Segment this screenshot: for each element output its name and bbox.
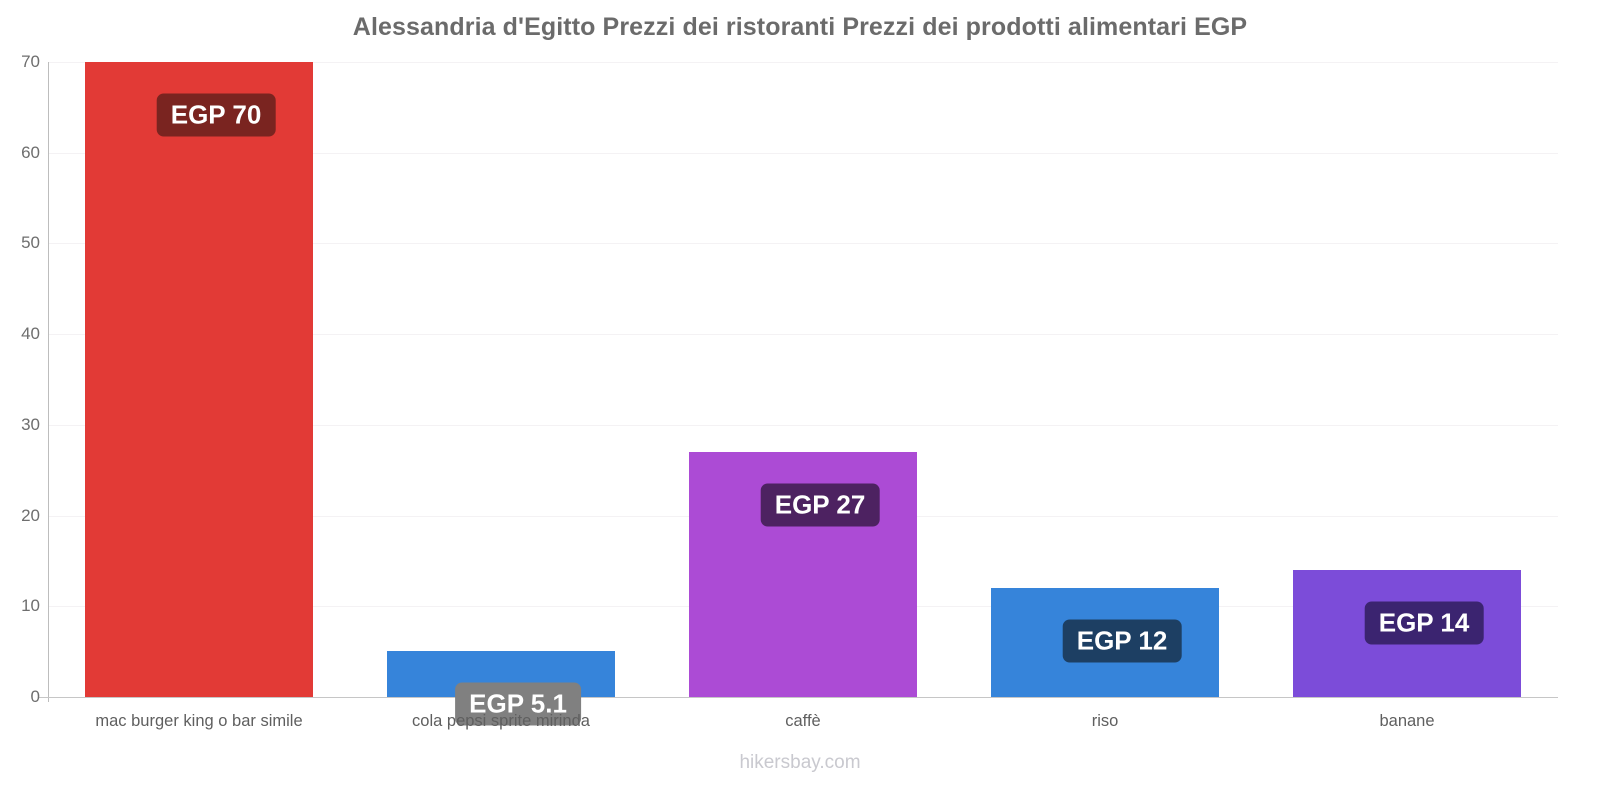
gridline-30: [48, 424, 1558, 426]
y-tick-60: 60: [21, 142, 40, 162]
gridline-60: [48, 152, 1558, 154]
value-label-0: EGP 70: [156, 93, 276, 137]
y-tick-50: 50: [21, 233, 40, 253]
value-label-3: EGP 12: [1062, 619, 1182, 663]
y-axis-line: [48, 62, 49, 702]
chart-title: Alessandria d'Egitto Prezzi dei ristoran…: [352, 13, 1248, 41]
gridline-50: [48, 243, 1558, 245]
x-label-0: mac burger king o bar simile: [95, 712, 303, 730]
y-tick-70: 70: [21, 52, 40, 71]
x-label-1: cola pepsi sprite mirinda: [412, 712, 590, 730]
y-axis-ticks: 70 60 50 40 30 20 10 0: [0, 52, 40, 706]
bar-0[interactable]: [85, 62, 313, 697]
x-axis-line: [38, 697, 1558, 698]
value-label-4: EGP 14: [1364, 601, 1484, 645]
value-label-1: EGP 5.1: [455, 682, 581, 726]
bars-layer: [48, 62, 1558, 697]
x-label-2: caffè: [785, 712, 821, 730]
x-label-3: riso: [1091, 712, 1119, 730]
value-label-2: EGP 27: [760, 483, 880, 527]
gridline-70: [48, 62, 1558, 63]
y-tick-30: 30: [21, 414, 40, 434]
footer-watermark: hikersbay.com: [739, 752, 861, 773]
gridline-40: [48, 334, 1558, 336]
x-label-4: banane: [1379, 712, 1435, 730]
y-tick-40: 40: [21, 324, 40, 344]
y-tick-0: 0: [30, 687, 40, 706]
y-tick-20: 20: [21, 505, 40, 525]
y-tick-10: 10: [21, 596, 40, 616]
